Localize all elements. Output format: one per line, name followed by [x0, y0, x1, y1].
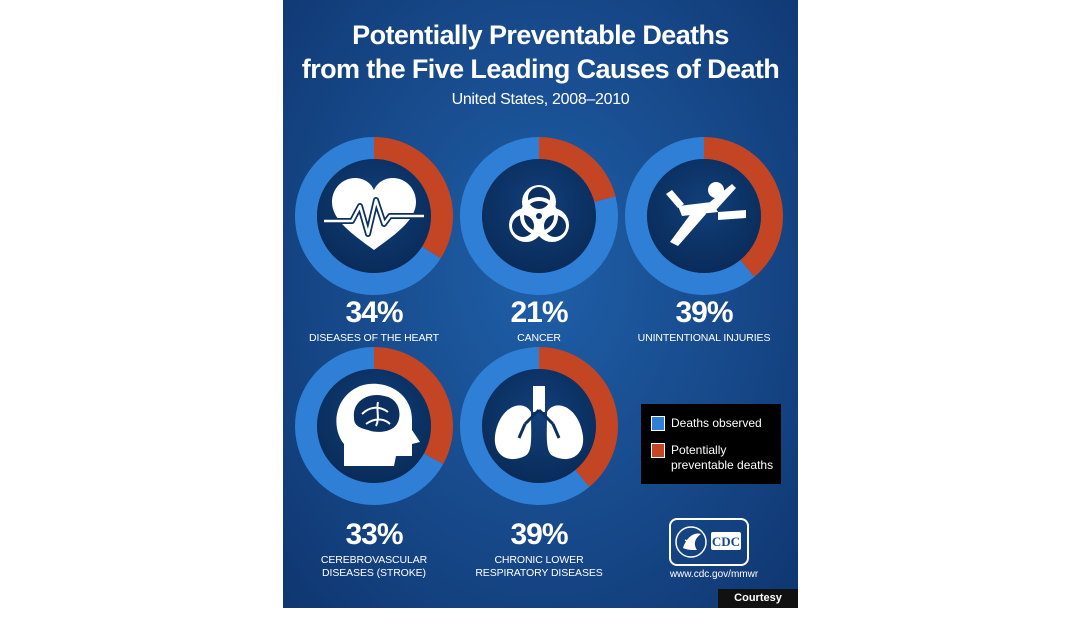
- falling-person-icon: [666, 182, 746, 246]
- caption-stroke-line-1: CEREBROVASCULAR: [320, 554, 428, 566]
- courtesy-image-tag: Courtesy Image: [718, 589, 798, 623]
- legend-swatch-observed: [651, 416, 665, 431]
- lungs-icon: [494, 386, 584, 460]
- caption-respiratory-line-2: RESPIRATORY DISEASES: [475, 567, 603, 579]
- cdc-url: www.cdc.gov/mmwr: [669, 569, 759, 580]
- head-brain-icon: [336, 383, 420, 466]
- title-line-2: from the Five Leading Causes of Death: [301, 54, 780, 84]
- title-line-1: Potentially Preventable Deaths: [352, 20, 729, 50]
- legend-label-preventable-line-1: Potentially: [671, 443, 727, 457]
- legend-label-observed: Deaths observed: [671, 416, 762, 430]
- percent-label-respiratory: 39%: [510, 518, 568, 551]
- legend-label-preventable: Potentially preventable deaths: [671, 443, 773, 473]
- caption-cancer: CANCER: [517, 332, 561, 344]
- slice-observed: [295, 347, 444, 505]
- legend: Deaths observed Potentially preventable …: [641, 404, 781, 484]
- percent-label-cancer: 21%: [510, 296, 568, 329]
- donut-charts: [295, 136, 783, 505]
- slice-observed: [625, 137, 755, 295]
- caption-injuries: UNINTENTIONAL INJURIES: [637, 332, 771, 344]
- legend-item-preventable: Potentially preventable deaths: [651, 443, 773, 473]
- legend-swatch-preventable: [651, 443, 665, 458]
- slice-observed: [460, 347, 590, 505]
- slice-preventable: [539, 137, 616, 202]
- heart-pulse-icon: [324, 178, 424, 250]
- hhs-eagle-icon: CDC: [675, 526, 741, 558]
- percent-label-injuries: 39%: [675, 296, 733, 329]
- slice-preventable: [374, 347, 454, 465]
- slice-observed: [295, 137, 441, 295]
- subtitle: United States, 2008–2010: [451, 91, 630, 108]
- donut-5: [460, 347, 619, 505]
- slice-preventable: [374, 137, 453, 259]
- caption-respiratory: CHRONIC LOWER RESPIRATORY DISEASES: [454, 554, 624, 580]
- cdc-logo-text: CDC: [712, 534, 740, 549]
- caption-stroke: CEREBROVASCULAR DISEASES (STROKE): [289, 554, 459, 580]
- slice-preventable: [704, 137, 783, 277]
- caption-stroke-line-2: DISEASES (STROKE): [322, 567, 426, 579]
- hhs-cdc-logo: CDC: [669, 518, 749, 566]
- legend-item-observed: Deaths observed: [651, 416, 762, 431]
- infographic-poster: Potentially Preventable Deaths from the …: [283, 0, 798, 608]
- percent-label-heart: 34%: [345, 296, 403, 329]
- legend-label-preventable-line-2: preventable deaths: [671, 458, 774, 472]
- caption-respiratory-line-1: CHRONIC LOWER: [494, 554, 584, 566]
- percent-label-stroke: 33%: [345, 518, 403, 551]
- slice-preventable: [539, 347, 619, 487]
- biohazard-icon: [509, 185, 569, 242]
- caption-heart: DISEASES OF THE HEART: [309, 332, 439, 344]
